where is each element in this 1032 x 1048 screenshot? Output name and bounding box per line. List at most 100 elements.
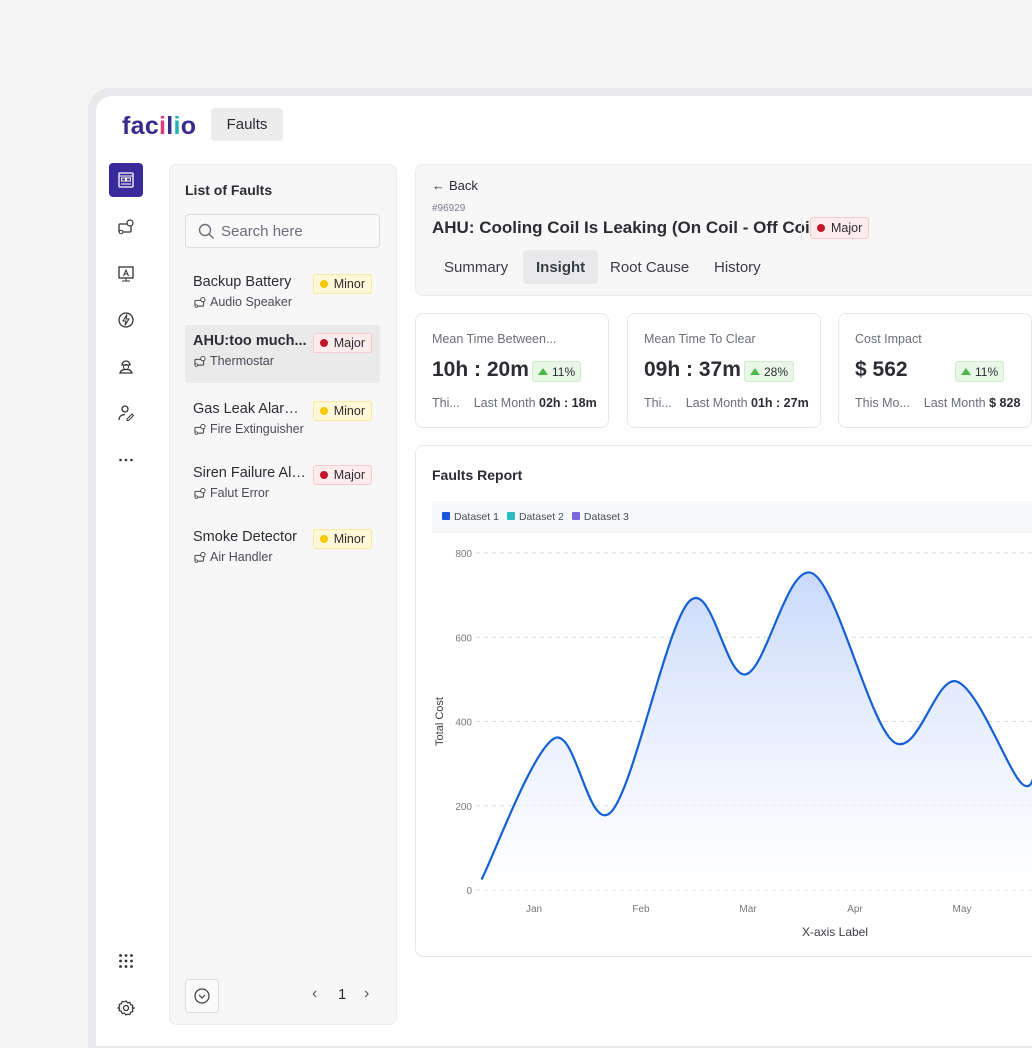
divider	[801, 217, 802, 241]
fault-list-item[interactable]: Smoke Detector Air Handler Minor	[185, 521, 380, 579]
y-tick-label: 0	[466, 886, 472, 897]
sidebar-item-technician[interactable]	[109, 349, 143, 383]
severity-dot	[319, 407, 328, 415]
last-month-value: $ 828	[989, 396, 1021, 410]
search-input[interactable]: Search here	[185, 214, 380, 248]
kpi-change-badge: 11%	[955, 361, 1005, 382]
severity-badge: Major	[312, 465, 372, 485]
sidebar-item-monitor-user[interactable]	[109, 257, 143, 291]
y-tick-label: 400	[455, 718, 472, 729]
y-axis-label: Total Cost	[434, 697, 446, 746]
facilio-logo[interactable]: facilio	[122, 112, 197, 140]
kpi-comparison: Thi... Last Month 01h : 27m	[644, 396, 809, 410]
fault-asset: Thermostar	[193, 354, 372, 368]
asset-icon	[194, 487, 206, 499]
asset-icon	[194, 423, 206, 435]
sidebar-item-apps-grid[interactable]	[109, 944, 143, 978]
settings-icon	[117, 1000, 135, 1016]
asset-name: Thermostar	[210, 354, 274, 368]
tab-history[interactable]: History	[714, 258, 761, 276]
severity-dot	[319, 280, 328, 288]
legend-item[interactable]: Dataset 2	[506, 511, 564, 523]
kpi-label: Mean Time To Clear	[644, 332, 756, 346]
legend-swatch	[442, 512, 450, 520]
severity-badge: Major	[810, 217, 870, 239]
last-month-label: Last Month	[685, 396, 748, 410]
apps-grid-icon	[119, 954, 133, 968]
x-tick-label: Mar	[739, 904, 757, 915]
x-tick-label: Apr	[847, 904, 863, 915]
fault-asset: Fire Extinguisher	[193, 422, 372, 436]
kpi-value: $ 562	[855, 358, 908, 381]
back-button[interactable]: ← Back	[432, 178, 478, 193]
fault-title: Smoke Detector	[193, 529, 297, 545]
technician-icon	[119, 360, 133, 374]
severity-badge: Minor	[312, 401, 372, 421]
asset-icon	[194, 551, 206, 563]
last-month-value: 02h : 18m	[539, 396, 597, 410]
prev-page-button[interactable]: ‹	[312, 985, 318, 1002]
monitor-user-icon	[118, 266, 134, 282]
asset-name: Fire Extinguisher	[210, 422, 304, 436]
severity-dot	[817, 224, 825, 232]
kpi-comparison: Thi... Last Month 02h : 18m	[432, 396, 597, 410]
this-month-label: Thi...	[644, 396, 672, 410]
fault-list-item[interactable]: Backup Battery Audio Speaker Minor	[185, 266, 380, 324]
back-label: Back	[449, 178, 478, 193]
legend-label: Dataset 1	[454, 511, 499, 523]
sidebar-item-asset[interactable]	[109, 210, 143, 244]
asset-icon	[194, 296, 206, 308]
expand-button[interactable]	[185, 979, 219, 1013]
kpi-label: Mean Time Between...	[432, 332, 557, 346]
y-tick-label: 600	[455, 633, 472, 644]
severity-label: Major	[333, 468, 365, 482]
tab-insight[interactable]: Insight	[523, 250, 599, 284]
legend-item[interactable]: Dataset 1	[442, 511, 499, 523]
tab-summary[interactable]: Summary	[444, 258, 509, 276]
severity-dot	[319, 339, 328, 347]
last-month-label: Last Month	[473, 396, 536, 410]
fault-list-item[interactable]: Gas Leak Alarm... Fire Extinguisher Minor	[185, 393, 380, 451]
last-month-label: Last Month	[923, 396, 986, 410]
x-tick-label: May	[953, 904, 972, 915]
next-page-button[interactable]: ›	[364, 985, 370, 1002]
kpi-change: 28%	[764, 364, 789, 379]
kpi-change: 11%	[975, 364, 999, 379]
sidebar-item-dashboard[interactable]	[109, 163, 143, 197]
x-tick-label: Feb	[632, 904, 650, 915]
kpi-label: Cost Impact	[855, 332, 922, 346]
fault-list-item[interactable]: Siren Failure Ala... Falut Error Major	[185, 457, 380, 515]
y-tick-label: 800	[455, 549, 472, 560]
series-line	[480, 571, 1032, 880]
fault-title: Gas Leak Alarm...	[193, 401, 308, 417]
this-month-label: Thi...	[432, 396, 460, 410]
trend-up-icon	[961, 368, 971, 375]
fault-list-item[interactable]: AHU:too much... Thermostar Major	[185, 325, 380, 383]
legend-item[interactable]: Dataset 3	[571, 511, 629, 523]
faults-report-card: Faults Report Dataset 1 Dataset 2 Dataset …	[415, 445, 1032, 957]
severity-label: Major	[831, 221, 863, 235]
legend-label: Dataset 2	[518, 511, 564, 523]
asset-icon	[194, 355, 206, 367]
fault-asset: Audio Speaker	[193, 295, 372, 309]
severity-badge: Minor	[312, 529, 372, 549]
search-placeholder: Search here	[221, 222, 303, 240]
severity-badge: Major	[312, 333, 372, 353]
sidebar-item-energy[interactable]	[109, 303, 143, 337]
kpi-change: 11%	[552, 364, 576, 379]
severity-label: Major	[333, 336, 365, 350]
sidebar-item-more[interactable]	[109, 443, 143, 477]
fault-header: ← Back #96929 AHU: Cooling Coil Is Leakin…	[415, 164, 1032, 296]
sidebar-item-settings[interactable]	[109, 991, 143, 1025]
fault-asset: Falut Error	[193, 486, 372, 500]
tab-root-cause[interactable]: Root Cause	[610, 258, 690, 276]
fault-title: Siren Failure Ala...	[193, 465, 308, 481]
sidebar-item-user-edit[interactable]	[109, 396, 143, 430]
kpi-change-badge: 28%	[744, 361, 795, 382]
legend-swatch	[571, 512, 580, 520]
y-tick-label: 200	[455, 802, 472, 813]
tab-faults[interactable]: Faults	[211, 108, 283, 141]
faults-list-panel: List of Faults Search here Backup Batter…	[169, 164, 397, 1025]
search-icon	[198, 223, 214, 239]
asset-icon	[118, 219, 134, 235]
